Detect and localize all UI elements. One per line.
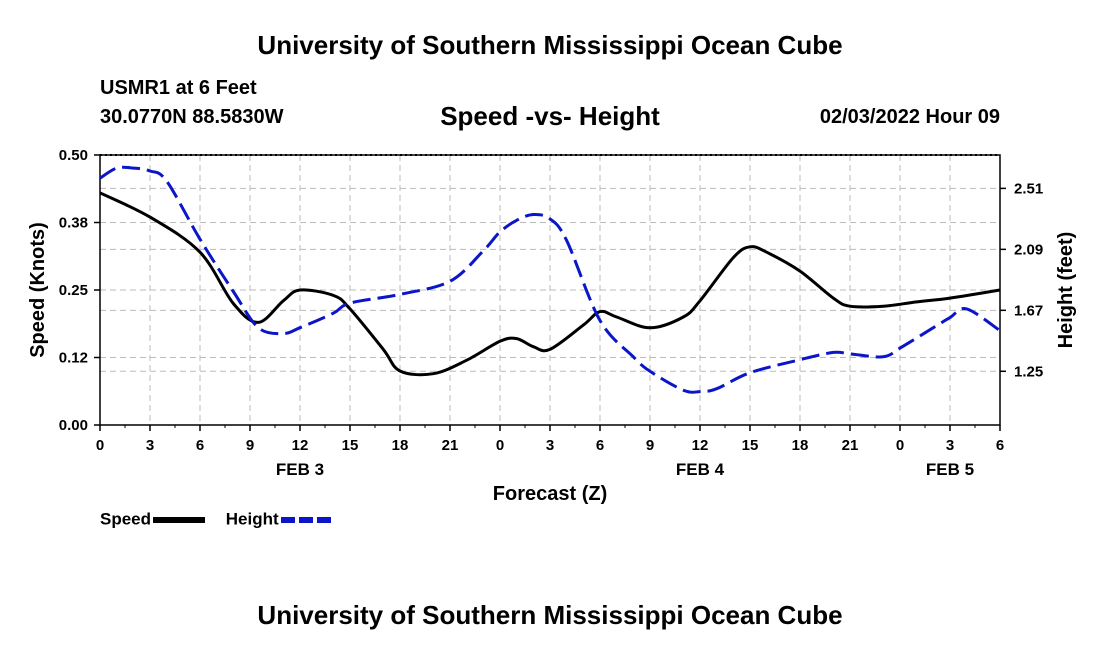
x-tick-label: 6 [196,437,204,454]
x-tick-label: 18 [392,437,409,454]
y-right-tick-label: 2.51 [1014,180,1043,197]
legend-height-label: Height [225,509,279,529]
legend-item-height: Height [226,509,333,530]
series-line-height [99,165,1001,394]
chart-grid [100,155,1000,425]
x-tick-label: 15 [742,437,759,454]
date-label: FEB 5 [926,460,974,479]
main-title: University of Southern Mississippi Ocean… [257,30,843,60]
legend-speed-swatch [153,516,206,523]
x-tick-label: 21 [842,437,859,454]
station-coordinates: 30.0770N 88.5830W [100,106,284,128]
y-left-tick-label: 0.25 [59,282,88,299]
x-tick-label: 18 [792,437,809,454]
y-right-tick-label: 1.25 [1014,363,1043,380]
x-axis-title: Forecast (Z) [493,483,607,505]
x-tick-label: 3 [946,437,954,454]
x-tick-label: 12 [292,437,309,454]
date-label: FEB 3 [276,460,324,479]
y-left-tick-label: 0.50 [59,147,88,164]
x-tick-label: 6 [596,437,604,454]
legend-height-swatch [280,516,333,523]
x-tick-label: 0 [496,437,504,454]
series-line-speed [99,191,1001,377]
x-tick-label: 0 [96,437,104,454]
x-tick-label: 9 [246,437,254,454]
date-label: FEB 4 [676,460,725,479]
y-axis-right-title: Height (feet) [1055,232,1077,349]
y-right-tick-label: 2.09 [1014,241,1043,258]
x-tick-label: 9 [646,437,654,454]
station-name: USMR1 at 6 Feet [100,77,257,99]
footer-title: University of Southern Mississippi Ocean… [257,600,843,630]
chart-axes: 0 3 6 9 12 15 18 21 0 3 6 9 12 15 18 21 0 3 6 FEB 3 FEB 4 FEB… [59,147,1043,479]
x-tick-label: 3 [146,437,154,454]
y-left-tick-label: 0.12 [59,350,88,367]
forecast-datetime: 02/03/2022 Hour 09 [819,106,1000,128]
x-tick-label: 15 [342,437,359,454]
chart-legend: Speed Height [100,509,349,530]
x-tick-label: 12 [692,437,709,454]
y-left-tick-label: 0.38 [59,215,88,232]
x-tick-label: 0 [896,437,904,454]
y-left-tick-label: 0.00 [59,417,88,434]
legend-speed-label: Speed [100,509,152,529]
legend-item-speed: Speed [100,509,206,530]
x-tick-label: 21 [442,437,459,454]
chart-series [99,165,1001,394]
chart-title: Speed -vs- Height [440,101,660,131]
y-right-tick-label: 1.67 [1014,302,1043,319]
x-tick-label: 6 [996,437,1004,454]
y-axis-left-title: Speed (Knots) [27,222,49,358]
x-tick-label: 3 [546,437,554,454]
